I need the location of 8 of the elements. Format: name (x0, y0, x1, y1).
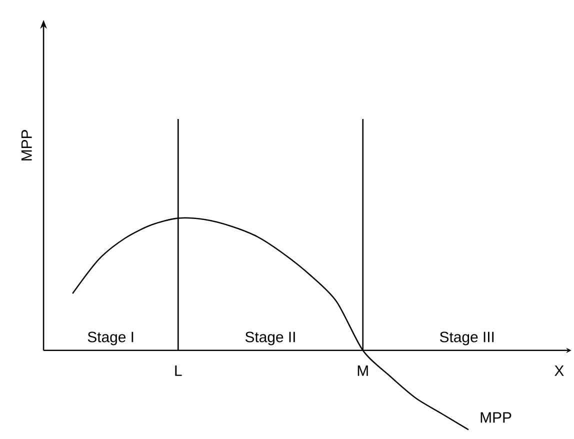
annotation: Stage II (245, 332, 295, 346)
annotation: Stage I (88, 332, 134, 346)
x-tick-label: L (175, 366, 182, 376)
x-tick-label: M (358, 366, 368, 376)
y-axis-title: MPP (21, 130, 32, 160)
x-axis-title: X (554, 366, 564, 376)
series-label: MPP (480, 412, 512, 423)
annotation: Stage III (440, 332, 494, 346)
